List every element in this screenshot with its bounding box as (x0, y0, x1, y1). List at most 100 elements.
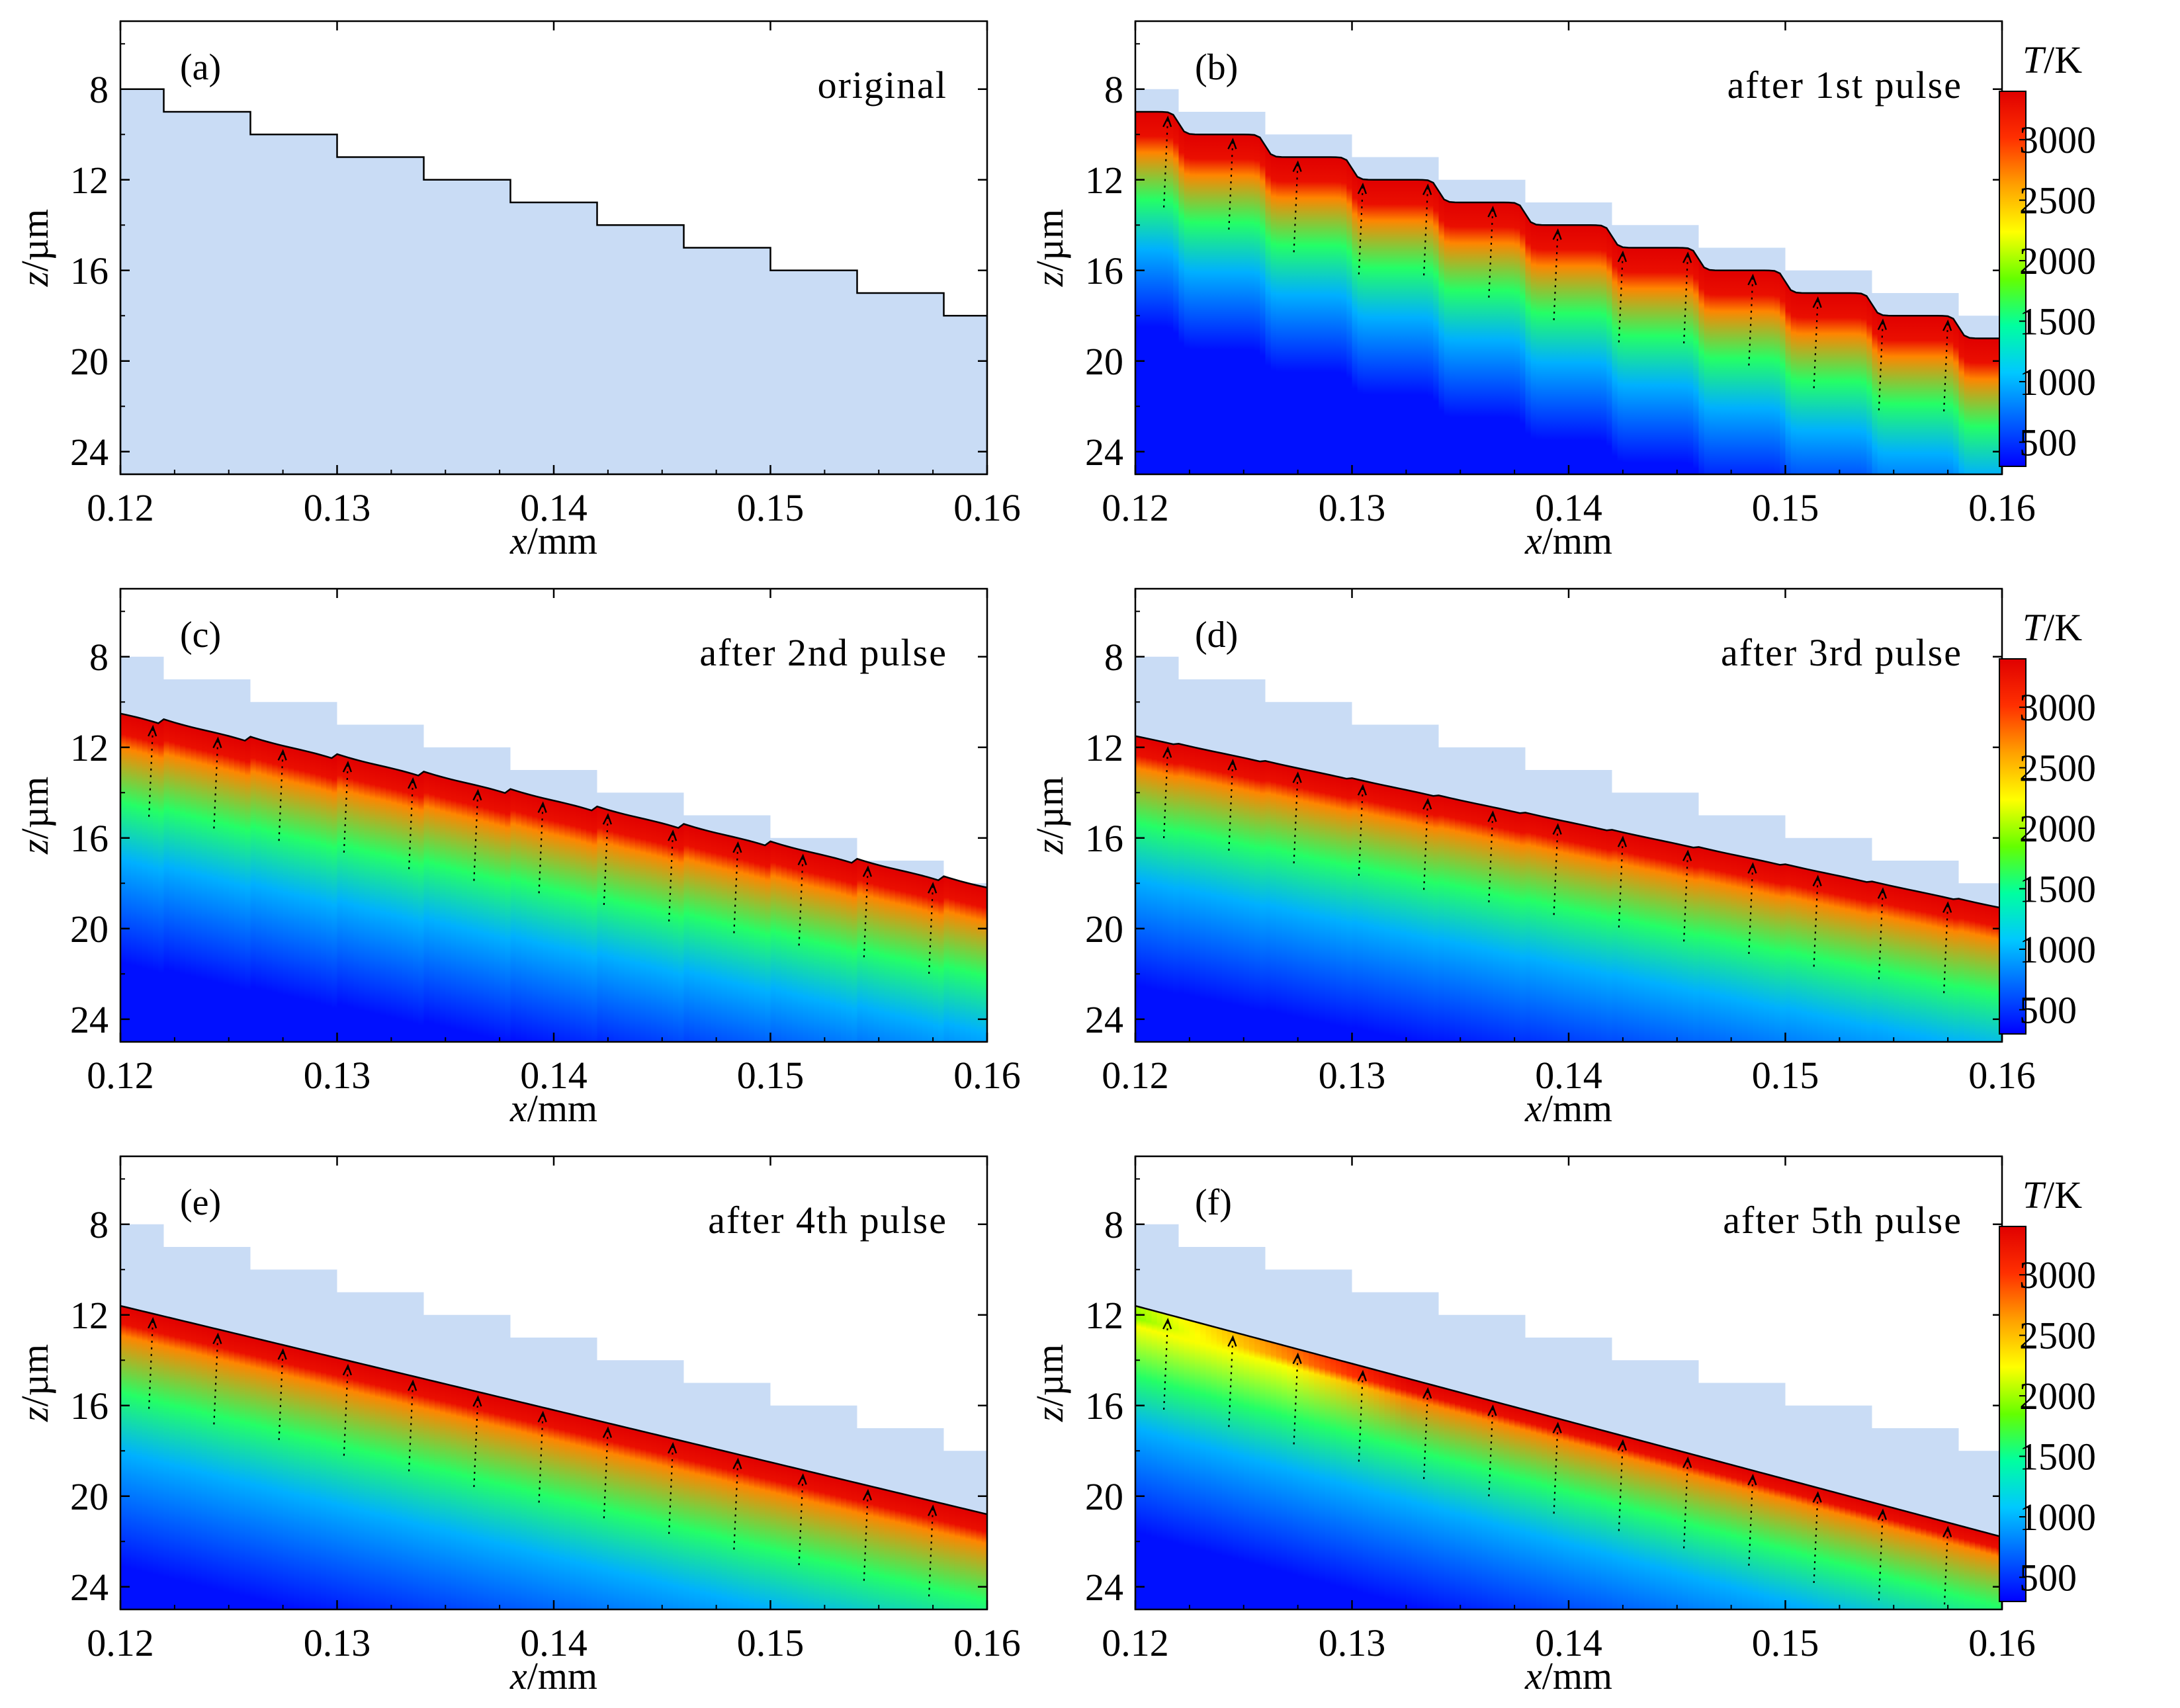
flow-arrow (603, 815, 609, 906)
flow-arrow (928, 884, 934, 974)
flow-arrow (1423, 185, 1429, 276)
flow-arrow (1943, 321, 1949, 411)
flow-arrow (668, 832, 674, 921)
y-tick-label: 12 (70, 1294, 109, 1337)
x-tick-label: 0.15 (737, 1621, 805, 1664)
panel-letter: (c) (180, 615, 221, 656)
colorbar-tick-label: 2500 (2019, 179, 2096, 222)
x-axis-title: x/mm (509, 519, 597, 562)
y-axis-title: z/µm (13, 777, 56, 855)
flow-arrow (1423, 800, 1429, 890)
colorbar-tick-label: 500 (2019, 421, 2077, 464)
panel-letter: (f) (1195, 1182, 1232, 1223)
flow-arrow (408, 779, 414, 869)
colorbar-tick-label: 500 (2019, 988, 2077, 1031)
flow-arrow (1683, 1458, 1689, 1549)
x-tick-label: 0.15 (1752, 486, 1819, 529)
flow-arrow (1748, 864, 1754, 955)
flow-arrow (1358, 786, 1364, 876)
plot-area (1135, 1224, 2002, 1609)
x-tick-label: 0.15 (1752, 1621, 1819, 1664)
x-tick-label: 0.16 (953, 1621, 1021, 1664)
x-tick-label: 0.13 (304, 1054, 371, 1097)
y-tick-label: 12 (70, 159, 109, 202)
colorbar-tick-label: 1500 (2019, 868, 2096, 911)
flow-arrow (1813, 298, 1819, 388)
panel-caption: after 1st pulse (1727, 64, 1962, 107)
plot-area (120, 88, 987, 474)
x-tick-label: 0.15 (1752, 1054, 1819, 1097)
x-axis-title: x/mm (509, 1654, 597, 1697)
plot-area (1135, 89, 2002, 474)
x-tick-label: 0.14 (1535, 1054, 1602, 1097)
flow-arrow (1683, 253, 1689, 344)
x-tick-label: 0.16 (1968, 486, 2036, 529)
flow-arrow (1878, 1510, 1884, 1601)
flow-arrow (343, 1365, 349, 1456)
plot-area (1135, 656, 2002, 1042)
y-tick-label: 16 (70, 1385, 109, 1428)
flow-arrow (1813, 1493, 1819, 1584)
y-tick-label: 20 (70, 340, 109, 383)
flow-arrow (733, 843, 739, 933)
melt-surface (120, 1304, 987, 1516)
flow-arrow (148, 726, 154, 817)
colorbar-tick-label: 1500 (2019, 1435, 2096, 1478)
y-tick-label: 24 (70, 998, 109, 1041)
melt-surface (120, 712, 987, 889)
colorbar-tick-label: 3000 (2019, 118, 2096, 161)
x-tick-label: 0.14 (520, 486, 588, 529)
original-profile (120, 88, 987, 474)
flow-arrow (538, 1412, 544, 1503)
flow-arrow (1423, 1388, 1429, 1479)
x-tick-label: 0.12 (87, 1621, 154, 1664)
flow-arrow (1293, 1354, 1299, 1445)
y-tick-label: 8 (1104, 1203, 1123, 1246)
panel-caption: original (818, 64, 947, 107)
flow-arrow (1293, 773, 1299, 864)
colorbar-title: T/K (2023, 1174, 2082, 1217)
colorbar-scale (1999, 658, 2027, 1035)
flow-arrow (1878, 320, 1884, 411)
panel-c: 0.12 0.13 0.14 0.15 0.16 8 12 16 20 24 x/mm z/µm (c)… (13, 587, 1021, 1130)
y-tick-label: 16 (1085, 817, 1123, 860)
flow-arrow (1358, 184, 1364, 275)
flow-arrow (1748, 275, 1754, 366)
colorbar-tick-label: 3000 (2019, 686, 2096, 729)
colorbar-title: T/K (2023, 38, 2082, 81)
flow-arrow (1618, 837, 1624, 928)
flow-arrow (343, 762, 349, 853)
y-tick-label: 8 (89, 636, 109, 679)
panel-caption: after 2nd pulse (699, 631, 947, 674)
colorbar-tick-label: 2000 (2019, 807, 2096, 850)
colorbar-tick-label: 3000 (2019, 1254, 2096, 1297)
melt-surface (1135, 1304, 2002, 1538)
y-tick-label: 20 (1085, 908, 1123, 951)
y-tick-label: 20 (70, 1475, 109, 1518)
x-tick-label: 0.14 (1535, 486, 1602, 529)
flow-arrow (1553, 1424, 1559, 1514)
colorbar-scale (1999, 1226, 2027, 1602)
flow-arrow (1228, 1337, 1234, 1428)
temperature-field (120, 713, 987, 1042)
flow-arrows (148, 1316, 937, 1597)
panel-a: 0.12 0.13 0.14 0.15 0.16 8 12 16 20 24 x/mm z/µm (a)… (13, 20, 1021, 562)
temperature-field (120, 1306, 987, 1609)
y-axis-title: z/µm (13, 209, 56, 287)
panel-caption: after 5th pulse (1723, 1199, 1962, 1242)
plot-area (120, 656, 987, 1042)
y-tick-label: 24 (70, 431, 109, 474)
temperature-field (1135, 1306, 2002, 1609)
flow-arrow (1813, 876, 1819, 967)
y-tick-label: 12 (70, 726, 109, 769)
colorbar-scale (1999, 91, 2027, 467)
plot-area (120, 1224, 987, 1609)
panel-letter: (d) (1195, 615, 1238, 656)
colorbar-tick-label: 2500 (2019, 1314, 2096, 1357)
panel-e: 0.12 0.13 0.14 0.15 0.16 8 12 16 20 24 x/mm z/µm (e)… (13, 1155, 1021, 1697)
x-tick-label: 0.16 (953, 1054, 1021, 1097)
flow-arrow (733, 1459, 739, 1550)
flow-arrow (213, 1334, 219, 1425)
flow-arrow (1683, 851, 1689, 942)
